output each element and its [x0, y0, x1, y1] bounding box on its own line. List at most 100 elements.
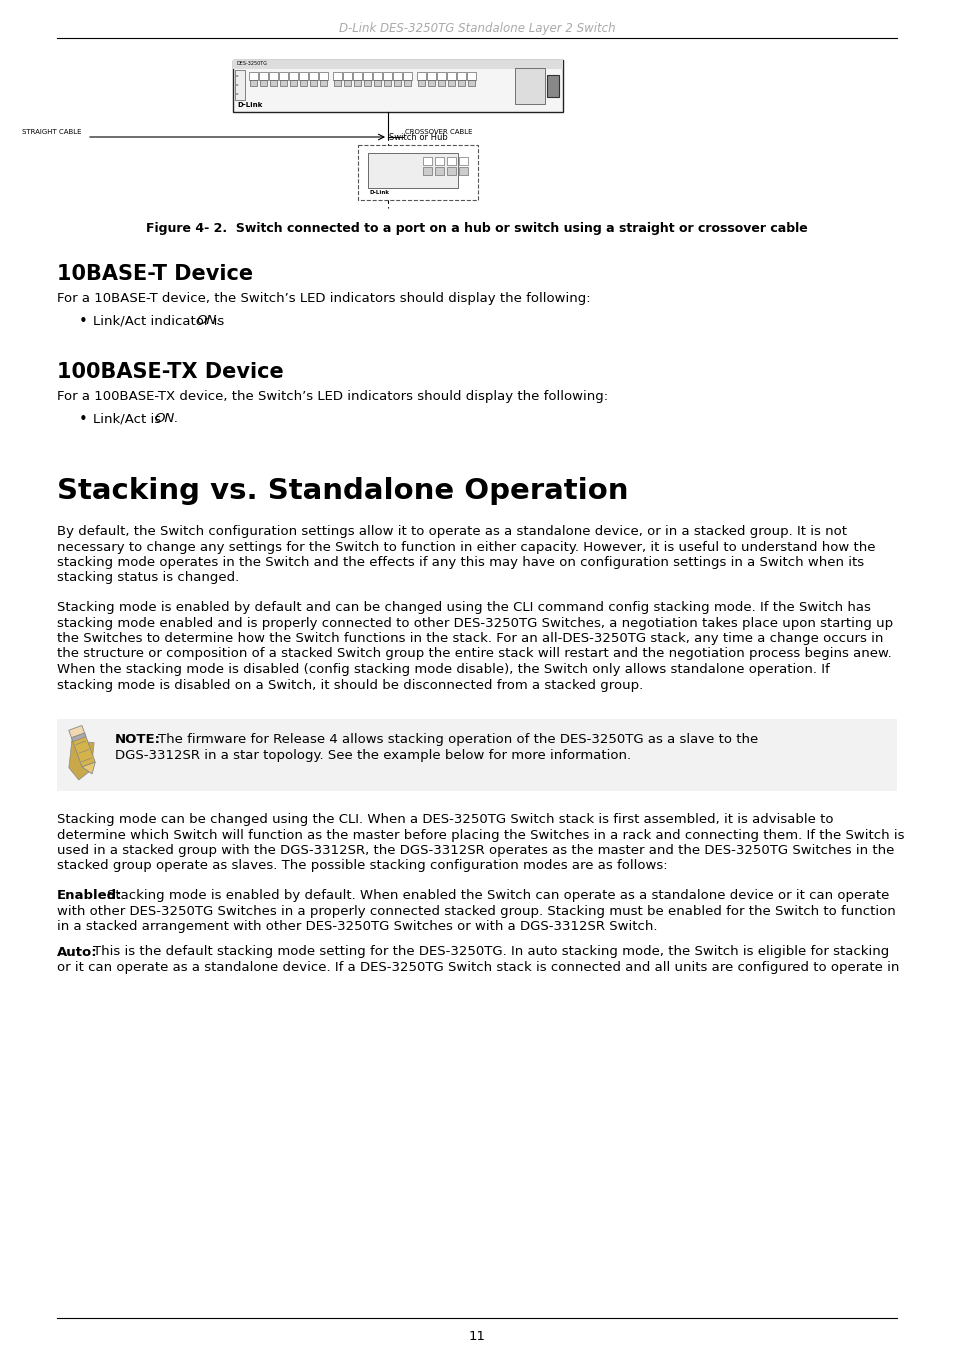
Polygon shape: [82, 762, 95, 774]
Bar: [233, 59, 562, 69]
Bar: [334, 80, 340, 86]
Bar: [258, 72, 268, 80]
Bar: [318, 72, 328, 80]
Text: used in a stacked group with the DGS-3312SR, the DGS-3312SR operates as the mast: used in a stacked group with the DGS-331…: [57, 844, 894, 857]
Bar: [364, 80, 371, 86]
Text: the Switches to determine how the Switch functions in the stack. For an all-DES-: the Switches to determine how the Switch…: [57, 632, 882, 644]
Text: determine which Switch will function as the master before placing the Switches i: determine which Switch will function as …: [57, 828, 903, 842]
Bar: [437, 80, 444, 86]
Bar: [354, 80, 360, 86]
Bar: [289, 72, 297, 80]
Bar: [458, 157, 468, 165]
Text: Stacking mode is enabled by default and can be changed using the CLI command con: Stacking mode is enabled by default and …: [57, 601, 870, 613]
Bar: [384, 80, 391, 86]
Text: D-Link DES-3250TG Standalone Layer 2 Switch: D-Link DES-3250TG Standalone Layer 2 Swi…: [338, 22, 615, 35]
Text: STRAIGHT CABLE: STRAIGHT CABLE: [23, 128, 82, 135]
Bar: [515, 68, 544, 104]
Bar: [269, 72, 277, 80]
Bar: [368, 153, 457, 188]
Bar: [353, 72, 361, 80]
Text: ON.: ON.: [153, 412, 178, 426]
Bar: [546, 76, 558, 97]
Text: Link/Act is: Link/Act is: [92, 412, 165, 426]
Text: DGS-3312SR in a star topology. See the example below for more information.: DGS-3312SR in a star topology. See the e…: [115, 748, 631, 762]
Text: NOTE:: NOTE:: [115, 734, 161, 746]
Text: 100BASE-TX Device: 100BASE-TX Device: [57, 362, 283, 382]
Bar: [467, 72, 476, 80]
Text: Link/Act indicator is: Link/Act indicator is: [92, 313, 229, 327]
Bar: [363, 72, 372, 80]
Polygon shape: [69, 725, 85, 738]
Bar: [458, 168, 468, 176]
Bar: [333, 72, 341, 80]
Bar: [57, 719, 896, 790]
Bar: [280, 80, 287, 86]
Bar: [402, 72, 412, 80]
Text: stacked group operate as slaves. The possible stacking configuration modes are a: stacked group operate as slaves. The pos…: [57, 859, 667, 873]
Text: Stacking mode is enabled by default. When enabled the Switch can operate as a st: Stacking mode is enabled by default. Whe…: [107, 889, 888, 902]
Text: Auto:: Auto:: [57, 946, 97, 958]
Bar: [250, 80, 256, 86]
Polygon shape: [71, 734, 95, 767]
Text: in a stacked arrangement with other DES-3250TG Switches or with a DGS-3312SR Swi: in a stacked arrangement with other DES-…: [57, 920, 657, 934]
Bar: [448, 80, 455, 86]
Bar: [374, 80, 380, 86]
FancyArrow shape: [69, 740, 94, 780]
Bar: [417, 80, 424, 86]
Text: D-Link: D-Link: [370, 190, 390, 195]
Text: Figure 4- 2.  Switch connected to a port on a hub or switch using a straight or : Figure 4- 2. Switch connected to a port …: [146, 222, 807, 235]
Bar: [456, 72, 465, 80]
Bar: [343, 72, 352, 80]
Bar: [468, 80, 475, 86]
Bar: [319, 80, 327, 86]
Text: o: o: [235, 82, 238, 86]
Bar: [394, 80, 400, 86]
Bar: [447, 168, 456, 176]
Text: CROSSOVER CABLE: CROSSOVER CABLE: [405, 128, 472, 135]
Bar: [260, 80, 267, 86]
Bar: [310, 80, 316, 86]
Text: 10BASE-T Device: 10BASE-T Device: [57, 263, 253, 284]
Bar: [309, 72, 317, 80]
Text: Enabled:: Enabled:: [57, 889, 122, 902]
Text: When the stacking mode is disabled (config stacking mode disable), the Switch on: When the stacking mode is disabled (conf…: [57, 663, 829, 676]
Bar: [457, 80, 464, 86]
Bar: [447, 157, 456, 165]
Bar: [403, 80, 411, 86]
Bar: [447, 72, 456, 80]
Bar: [373, 72, 381, 80]
Bar: [436, 72, 446, 80]
Text: Stacking mode can be changed using the CLI. When a DES-3250TG Switch stack is fi: Stacking mode can be changed using the C…: [57, 813, 833, 825]
Bar: [435, 168, 443, 176]
Bar: [382, 72, 392, 80]
Bar: [393, 72, 401, 80]
Text: •: •: [79, 313, 88, 330]
Text: or it can operate as a standalone device. If a DES-3250TG Switch stack is connec: or it can operate as a standalone device…: [57, 961, 899, 974]
Text: Switch or Hub: Switch or Hub: [388, 132, 447, 142]
Bar: [249, 72, 257, 80]
Bar: [270, 80, 276, 86]
Bar: [435, 157, 443, 165]
Text: D-Link: D-Link: [236, 101, 262, 108]
Text: This is the default stacking mode setting for the DES-3250TG. In auto stacking m: This is the default stacking mode settin…: [92, 946, 888, 958]
Text: necessary to change any settings for the Switch to function in either capacity. : necessary to change any settings for the…: [57, 540, 875, 554]
Text: For a 100BASE-TX device, the Switch’s LED indicators should display the followin: For a 100BASE-TX device, the Switch’s LE…: [57, 390, 607, 403]
Bar: [290, 80, 296, 86]
Text: stacking mode enabled and is properly connected to other DES-3250TG Switches, a : stacking mode enabled and is properly co…: [57, 616, 892, 630]
Bar: [233, 59, 562, 112]
Text: o: o: [235, 92, 238, 96]
Bar: [234, 70, 245, 100]
Bar: [298, 72, 308, 80]
Text: Stacking vs. Standalone Operation: Stacking vs. Standalone Operation: [57, 477, 628, 505]
Text: The firmware for Release 4 allows stacking operation of the DES-3250TG as a slav: The firmware for Release 4 allows stacki…: [158, 734, 758, 746]
Text: For a 10BASE-T device, the Switch’s LED indicators should display the following:: For a 10BASE-T device, the Switch’s LED …: [57, 292, 590, 305]
Text: the structure or composition of a stacked Switch group the entire stack will res: the structure or composition of a stacke…: [57, 647, 891, 661]
Text: By default, the Switch configuration settings allow it to operate as a standalon: By default, the Switch configuration set…: [57, 526, 846, 538]
Bar: [344, 80, 351, 86]
Bar: [428, 80, 435, 86]
Bar: [357, 145, 477, 200]
Bar: [422, 168, 432, 176]
Text: stacking mode operates in the Switch and the effects if any this may have on con: stacking mode operates in the Switch and…: [57, 557, 863, 569]
Bar: [299, 80, 307, 86]
Bar: [278, 72, 288, 80]
